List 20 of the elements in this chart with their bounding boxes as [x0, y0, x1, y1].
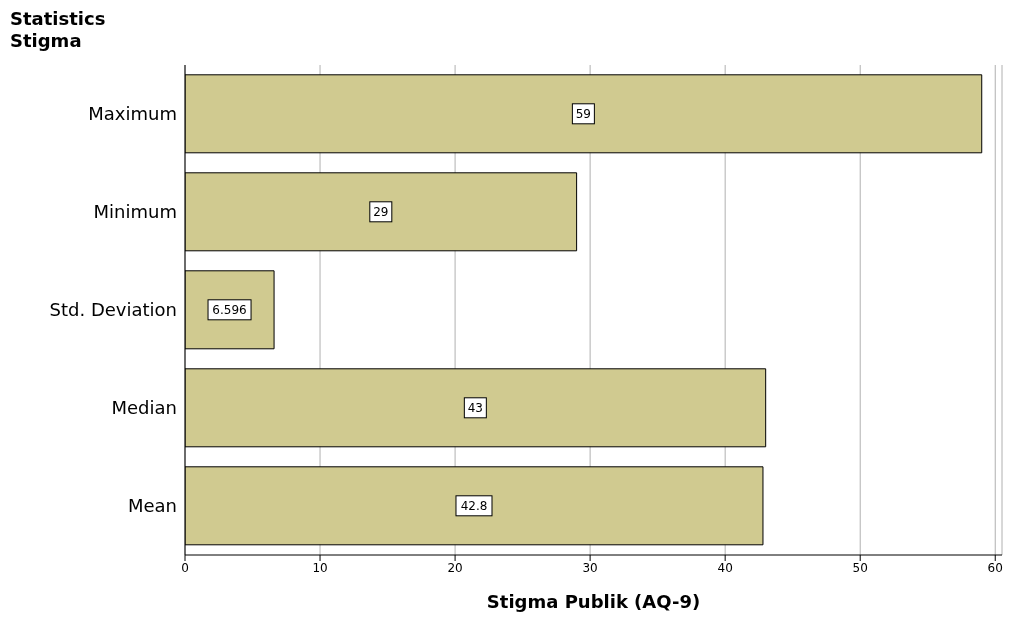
x-tick-label: 30 [582, 560, 598, 575]
chart-subtitle: Stigma [10, 30, 83, 52]
y-tick-label: Minimum [93, 201, 177, 223]
x-tick-label: 40 [717, 560, 733, 575]
y-tick-label: Maximum [88, 103, 177, 125]
chart-title: Statistics [10, 8, 106, 30]
x-tick-label: 20 [447, 560, 463, 575]
x-tick-label: 0 [181, 560, 189, 575]
data-label: 43 [467, 400, 483, 415]
x-tick-label: 60 [987, 560, 1003, 575]
x-tick-label: 50 [852, 560, 868, 575]
x-axis-title: Stigma Publik (AQ-9) [486, 591, 701, 612]
y-tick-label: Mean [127, 495, 177, 517]
x-tick-label: 10 [312, 560, 328, 575]
data-label: 6.596 [212, 302, 247, 317]
data-label: 29 [373, 204, 389, 219]
y-tick-label: Median [111, 397, 177, 419]
data-label: 42.8 [460, 498, 488, 513]
data-label: 59 [575, 106, 592, 121]
y-tick-label: Std. Deviation [49, 299, 177, 321]
